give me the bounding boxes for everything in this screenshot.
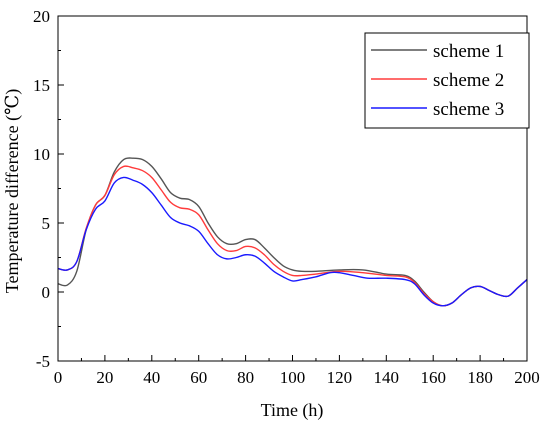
x-tick-label: 180 [467, 368, 493, 387]
legend-label-3: scheme 3 [433, 99, 504, 120]
x-axis-title: Time (h) [261, 400, 324, 421]
y-tick-label: 0 [42, 283, 51, 302]
x-tick-label: 100 [280, 368, 306, 387]
y-tick-label: 5 [42, 214, 51, 233]
x-tick-label: 0 [54, 368, 63, 387]
legend: scheme 1 scheme 2 scheme 3 [364, 32, 530, 129]
y-tick-label: -5 [36, 352, 50, 371]
x-tick-label: 20 [96, 368, 113, 387]
x-tick-label: 80 [237, 368, 254, 387]
legend-label-1: scheme 1 [433, 41, 504, 62]
plot-area [58, 157, 527, 307]
legend-box [364, 32, 530, 129]
series-line-2 [58, 165, 527, 307]
y-tick-label: 20 [33, 7, 50, 26]
x-tick-label: 200 [514, 368, 540, 387]
series-line-3 [58, 176, 527, 307]
x-tick-label: 60 [190, 368, 207, 387]
x-tick-label: 120 [327, 368, 353, 387]
x-tick-label: 40 [143, 368, 160, 387]
y-tick-label: 10 [33, 145, 50, 164]
series-line-1 [58, 157, 527, 307]
y-axis-title: Temperature difference (℃) [2, 89, 23, 293]
x-tick-label: 140 [374, 368, 400, 387]
x-tick-label: 160 [420, 368, 446, 387]
y-tick-label: 15 [33, 76, 50, 95]
legend-label-2: scheme 2 [433, 70, 504, 91]
